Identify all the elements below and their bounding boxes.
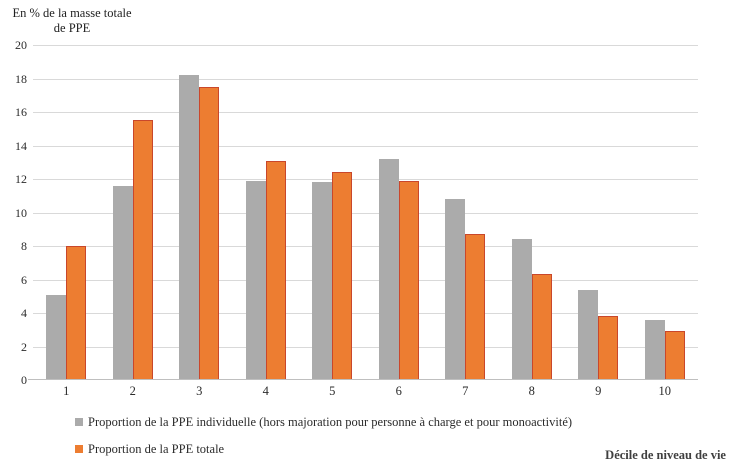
bar-group: [632, 45, 699, 380]
gridline: [33, 212, 698, 214]
y-tick-label: 18: [15, 71, 27, 86]
y-axis-title: En % de la masse totale de PPE: [2, 6, 142, 36]
x-tick-label: 1: [63, 384, 70, 398]
gridline: [33, 179, 698, 180]
x-axis-line: [28, 379, 698, 380]
bar-totale: [664, 331, 685, 380]
bar-group: [499, 45, 566, 380]
gridline: [33, 313, 698, 314]
x-tick-label: 10: [658, 384, 672, 398]
y-tick-label: 12: [15, 172, 27, 186]
plot-area: 0 2 4 6 8 10 12 14 16 18 20: [15, 38, 698, 387]
legend-label-totale: Proportion de la PPE totale: [88, 441, 225, 456]
bar-individuelle: [112, 185, 133, 380]
bar-group: [166, 45, 233, 380]
bar-group: [299, 45, 366, 380]
y-tick-label: 0: [21, 373, 27, 387]
y-axis-title-line2: de PPE: [53, 21, 91, 35]
bar-totale: [332, 172, 353, 380]
bar-totale: [265, 160, 286, 380]
gridline: [33, 45, 698, 46]
y-tick-label: 20: [15, 38, 27, 52]
bar-totale: [531, 274, 552, 380]
bar-group: [565, 45, 632, 380]
x-tick-labels: 1 2 3 4 5 6 7 8 9 10: [33, 384, 698, 399]
bar-individuelle: [644, 319, 665, 380]
bar-group: [366, 45, 433, 380]
bar-totale: [598, 316, 619, 380]
bar-individuelle: [46, 294, 67, 380]
bar-totale: [132, 120, 153, 380]
y-tick-label: 4: [21, 306, 27, 320]
bar-individuelle: [245, 180, 266, 380]
y-tick-label: 10: [15, 205, 27, 220]
y-tick-label: 8: [21, 239, 27, 253]
x-tick-label: 6: [395, 384, 402, 398]
legend-item-totale: Proportion de la PPE totale: [75, 441, 572, 457]
y-tick-label: 14: [15, 138, 27, 153]
bar-individuelle: [511, 239, 532, 380]
legend-item-individuelle: Proportion de la PPE individuelle (hors …: [75, 414, 572, 430]
bar-individuelle: [445, 199, 466, 380]
bar-individuelle: [179, 75, 200, 380]
legend-marker-gray-icon: [75, 418, 83, 426]
gridline: [33, 246, 698, 247]
bar-totale: [398, 180, 419, 380]
bar-totale: [465, 234, 486, 380]
x-tick-label: 8: [528, 384, 535, 398]
y-tick-label: 16: [15, 105, 27, 119]
y-tick-label: 6: [21, 272, 27, 287]
bar-groups: [33, 45, 698, 380]
x-tick-label: 7: [462, 384, 469, 398]
legend-label-individuelle: Proportion de la PPE individuelle (hors …: [88, 414, 573, 429]
x-tick-label: 5: [329, 384, 336, 398]
bar-individuelle: [312, 182, 333, 380]
x-tick-label: 9: [595, 384, 602, 398]
x-tick-label: 4: [262, 384, 269, 398]
bar-group: [432, 45, 499, 380]
bar-group: [233, 45, 300, 380]
legend: Proportion de la PPE individuelle (hors …: [75, 414, 572, 468]
bar-totale: [66, 246, 87, 380]
gridline: [33, 145, 698, 147]
bar-individuelle: [378, 158, 399, 380]
x-tick-label: 2: [129, 384, 136, 398]
y-axis-title-line1: En % de la masse totale: [12, 6, 132, 20]
bar-individuelle: [578, 289, 599, 380]
bar-group: [33, 45, 100, 380]
x-axis-title: Décile de niveau de vie: [605, 448, 726, 462]
gridline: [33, 346, 698, 348]
bar-group: [100, 45, 167, 380]
bar-totale: [199, 86, 220, 380]
legend-marker-orange-icon: [75, 445, 83, 453]
y-tick-label: 2: [21, 339, 27, 354]
gridline: [33, 78, 698, 80]
gridline: [33, 279, 698, 281]
x-tick-label: 3: [196, 384, 203, 398]
gridline: [33, 112, 698, 113]
